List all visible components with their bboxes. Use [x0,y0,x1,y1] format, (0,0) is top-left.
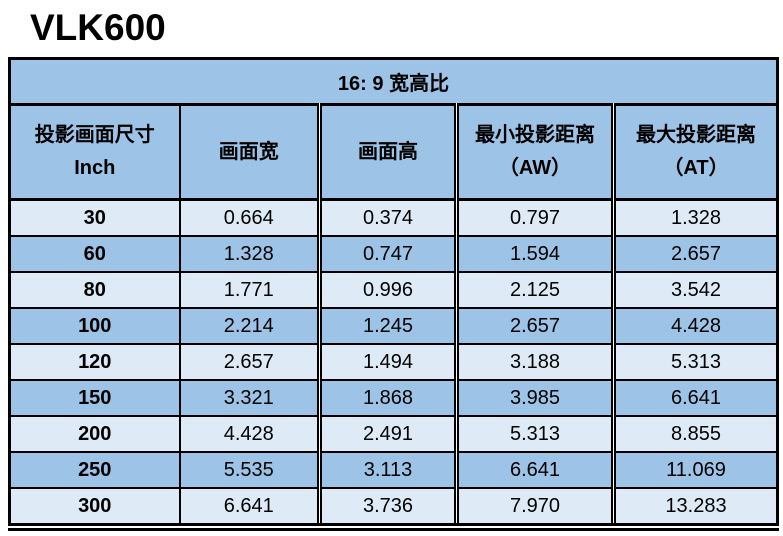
cell-min-distance: 3.188 [454,343,614,380]
cell-size: 120 [9,343,180,380]
column-header-width-label: 画面宽 [218,140,279,163]
cell-size: 200 [9,415,180,452]
cell-max-distance: 13.283 [610,487,778,531]
cell-max-distance: 6.641 [610,379,778,416]
cell-max-distance: 2.657 [610,235,778,272]
column-header-size-label: 投影画面尺寸 [34,124,155,146]
cell-min-distance: 6.641 [454,451,614,488]
cell-min-distance: 5.313 [454,415,614,452]
cell-min-distance: 3.985 [454,379,614,416]
cell-max-distance: 11.069 [610,451,778,488]
column-header-max-distance-label: 最大投影距离 [636,124,756,146]
column-header-max-distance: 最大投影距离 （AT） [610,104,778,201]
cell-height: 0.747 [317,235,457,272]
table-row: 250 5.535 3.113 6.641 11.069 [9,451,778,488]
cell-min-distance: 2.125 [454,271,614,308]
cell-max-distance: 3.542 [610,271,778,308]
cell-size: 80 [9,271,180,308]
cell-size: 300 [9,487,180,531]
aspect-ratio-header: 16: 9 宽高比 [9,58,778,106]
cell-size: 60 [9,235,180,272]
cell-width: 1.328 [178,235,320,272]
cell-width: 4.428 [178,415,320,452]
cell-size: 30 [9,198,180,236]
cell-min-distance: 1.594 [454,235,614,272]
column-header-width: 画面宽 [178,104,320,201]
cell-width: 2.657 [178,343,320,380]
cell-width: 5.535 [178,451,320,488]
cell-height: 2.491 [317,415,457,452]
aspect-ratio-header-row: 16: 9 宽高比 [9,58,778,106]
cell-min-distance: 7.970 [454,487,614,531]
column-header-height-label: 画面高 [358,140,418,163]
cell-width: 3.321 [178,379,320,416]
cell-height: 3.736 [317,487,457,531]
cell-height: 0.374 [317,198,457,236]
cell-max-distance: 4.428 [610,307,778,344]
table-row: 30 0.664 0.374 0.797 1.328 [9,198,778,236]
cell-width: 2.214 [178,307,320,344]
table-row: 120 2.657 1.494 3.188 5.313 [9,343,778,380]
table-row: 200 4.428 2.491 5.313 8.855 [9,415,778,452]
cell-size: 150 [9,379,180,416]
table-row: 300 6.641 3.736 7.970 13.283 [9,487,778,531]
cell-size: 100 [9,307,180,344]
cell-size: 250 [9,451,180,488]
column-header-min-distance-label: 最小投影距离 [475,124,595,146]
table-row: 60 1.328 0.747 1.594 2.657 [9,235,778,272]
column-header-min-distance-code: （AW） [498,157,572,179]
cell-max-distance: 1.328 [610,198,778,236]
column-header-height: 画面高 [317,104,457,201]
cell-height: 1.494 [317,343,457,380]
table-row: 80 1.771 0.996 2.125 3.542 [9,271,778,308]
cell-height: 0.996 [317,271,457,308]
projection-distance-table: 16: 9 宽高比 投影画面尺寸 Inch 画面宽 画面高 最小投影距离 （AW… [8,57,780,531]
table-row: 100 2.214 1.245 2.657 4.428 [9,307,778,344]
column-header-row: 投影画面尺寸 Inch 画面宽 画面高 最小投影距离 （AW） 最大投影距离 （… [9,104,778,201]
column-header-max-distance-code: （AT） [663,157,729,179]
cell-max-distance: 5.313 [610,343,778,380]
column-header-size-unit: Inch [74,157,116,179]
column-header-min-distance: 最小投影距离 （AW） [454,104,614,201]
cell-width: 6.641 [178,487,320,531]
cell-height: 1.868 [317,379,457,416]
cell-min-distance: 2.657 [454,307,614,344]
cell-max-distance: 8.855 [610,415,778,452]
page-title: VLK600 [30,7,166,48]
table-row: 150 3.321 1.868 3.985 6.641 [9,379,778,416]
cell-min-distance: 0.797 [454,198,614,236]
column-header-size: 投影画面尺寸 Inch [9,104,180,201]
cell-width: 1.771 [178,271,320,308]
cell-height: 1.245 [317,307,457,344]
cell-height: 3.113 [317,451,457,488]
cell-width: 0.664 [178,198,320,236]
